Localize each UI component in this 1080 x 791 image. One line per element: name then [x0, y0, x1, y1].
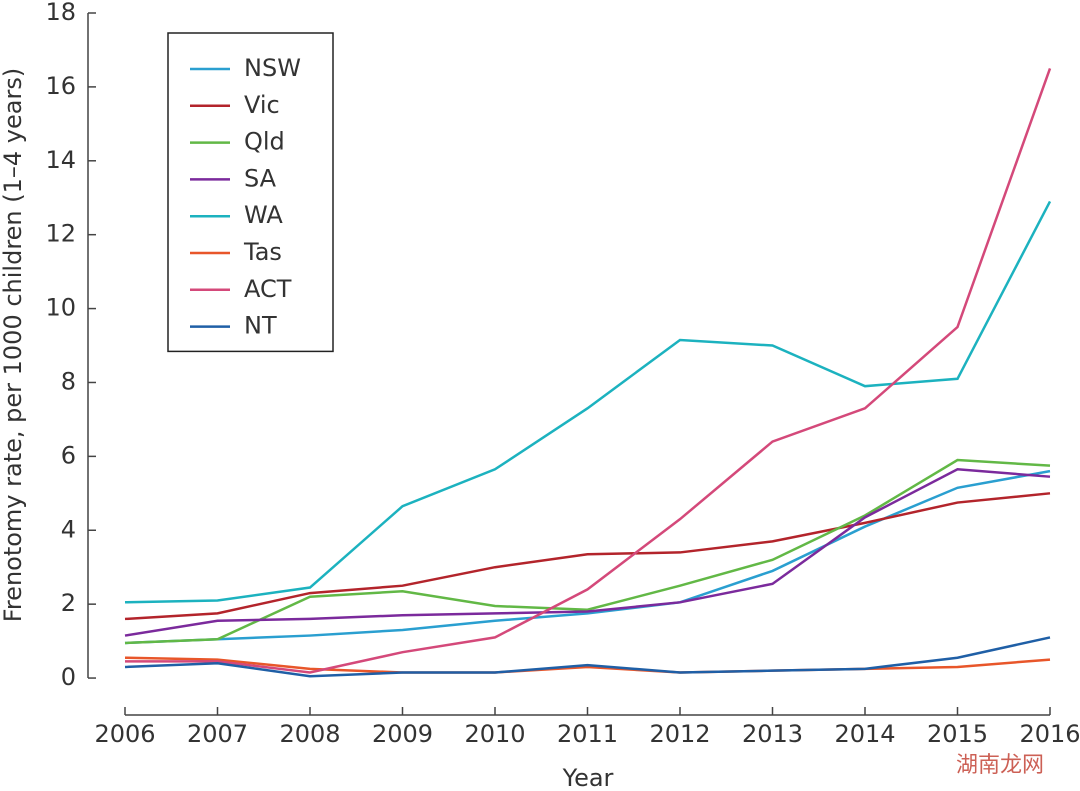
series-line — [124, 492, 1051, 621]
legend-label: Vic — [244, 91, 280, 119]
x-tick-label: 2007 — [187, 720, 248, 748]
y-tick-label: 12 — [45, 220, 76, 248]
x-tick-label: 2016 — [1019, 720, 1080, 748]
y-tick-label: 4 — [61, 515, 76, 543]
series-line — [124, 636, 1051, 678]
y-tick-label: 10 — [45, 294, 76, 322]
y-tick-label: 6 — [61, 441, 76, 469]
y-tick-label: 8 — [61, 367, 76, 395]
legend-label: ACT — [244, 275, 292, 303]
x-tick-label: 2011 — [557, 720, 618, 748]
legend-label: NT — [244, 312, 277, 340]
legend-label: Qld — [244, 128, 285, 156]
legend-label: WA — [244, 201, 283, 229]
legend-label: Tas — [243, 238, 282, 266]
x-tick-label: 2014 — [834, 720, 895, 748]
x-tick-label: 2009 — [372, 720, 433, 748]
y-tick-label: 14 — [45, 146, 76, 174]
x-tick-label: 2013 — [742, 720, 803, 748]
x-tick-label: 2008 — [279, 720, 340, 748]
legend-label: NSW — [244, 54, 301, 82]
y-tick-label: 16 — [45, 72, 76, 100]
series-line — [124, 469, 1051, 645]
watermark: 湖南龙网 — [956, 753, 1044, 778]
series-line — [125, 68, 1052, 674]
legend-label: SA — [244, 164, 277, 192]
y-tick-label: 2 — [61, 589, 76, 617]
series-line — [124, 468, 1051, 637]
x-tick-label: 2006 — [94, 720, 155, 748]
x-axis-label: Year — [562, 764, 614, 791]
legend-box — [167, 32, 334, 353]
y-tick-label: 18 — [45, 0, 76, 26]
y-tick-label: 0 — [61, 663, 76, 691]
x-tick-label: 2012 — [649, 720, 710, 748]
series-line — [124, 656, 1051, 674]
series-line — [124, 200, 1052, 604]
x-tick-label: 2015 — [927, 720, 988, 748]
x-tick-label: 2010 — [464, 720, 525, 748]
y-axis-label: Frenotomy rate, per 1000 children (1–4 y… — [0, 68, 27, 622]
series-line — [124, 458, 1051, 645]
